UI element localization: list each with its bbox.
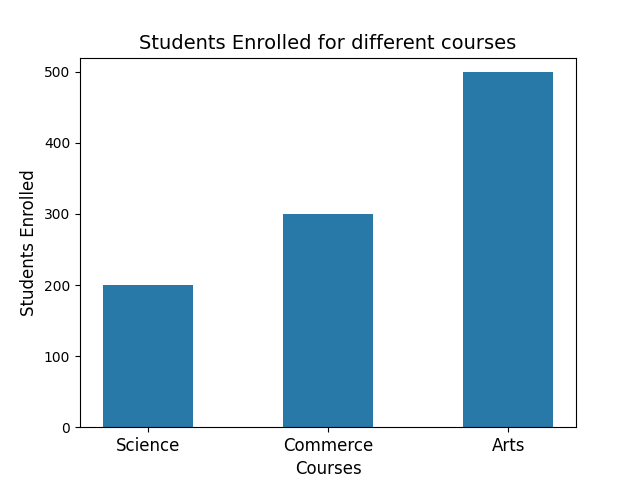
Bar: [283, 214, 373, 427]
Y-axis label: Students Enrolled: Students Enrolled: [20, 169, 38, 316]
Bar: [463, 72, 554, 427]
Bar: [102, 285, 193, 427]
X-axis label: Courses: Courses: [294, 460, 362, 479]
Title: Students Enrolled for different courses: Students Enrolled for different courses: [140, 34, 516, 53]
